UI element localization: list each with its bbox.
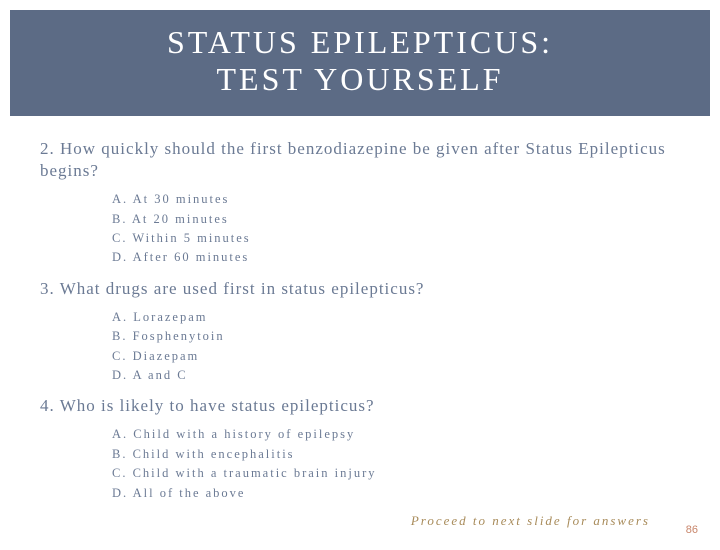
option-row: A. Child with a history of epilepsy bbox=[112, 425, 680, 444]
option-row: A. At 30 minutes bbox=[112, 190, 680, 209]
option-row: B. Child with encephalitis bbox=[112, 445, 680, 464]
title-line-1: STATUS EPILEPTICUS: bbox=[10, 24, 710, 61]
question-2-options: A. At 30 minutes B. At 20 minutes C. Wit… bbox=[112, 190, 680, 268]
question-4-options: A. Child with a history of epilepsy B. C… bbox=[112, 425, 680, 503]
question-2: 2. How quickly should the first benzodia… bbox=[40, 138, 680, 182]
option-row: C. Within 5 minutes bbox=[112, 229, 680, 248]
content-area: 2. How quickly should the first benzodia… bbox=[0, 116, 720, 529]
question-3: 3. What drugs are used first in status e… bbox=[40, 278, 680, 300]
option-row: D. All of the above bbox=[112, 484, 680, 503]
question-number: 2. bbox=[40, 139, 55, 158]
page-number: 86 bbox=[686, 524, 698, 536]
option-row: B. Fosphenytoin bbox=[112, 327, 680, 346]
option-row: D. A and C bbox=[112, 366, 680, 385]
option-row: D. After 60 minutes bbox=[112, 248, 680, 267]
title-header: STATUS EPILEPTICUS: TEST YOURSELF bbox=[10, 10, 710, 116]
question-number: 4. bbox=[40, 396, 55, 415]
option-row: B. At 20 minutes bbox=[112, 210, 680, 229]
proceed-text: Proceed to next slide for answers bbox=[40, 513, 650, 529]
question-text: What drugs are used first in status epil… bbox=[60, 279, 425, 298]
question-3-options: A. Lorazepam B. Fosphenytoin C. Diazepam… bbox=[112, 308, 680, 386]
question-number: 3. bbox=[40, 279, 55, 298]
question-text: How quickly should the first benzodiazep… bbox=[40, 139, 666, 180]
question-4: 4. Who is likely to have status epilepti… bbox=[40, 395, 680, 417]
option-row: A. Lorazepam bbox=[112, 308, 680, 327]
question-text: Who is likely to have status epilepticus… bbox=[60, 396, 375, 415]
title-line-2: TEST YOURSELF bbox=[10, 61, 710, 98]
option-row: C. Child with a traumatic brain injury bbox=[112, 464, 680, 483]
option-row: C. Diazepam bbox=[112, 347, 680, 366]
